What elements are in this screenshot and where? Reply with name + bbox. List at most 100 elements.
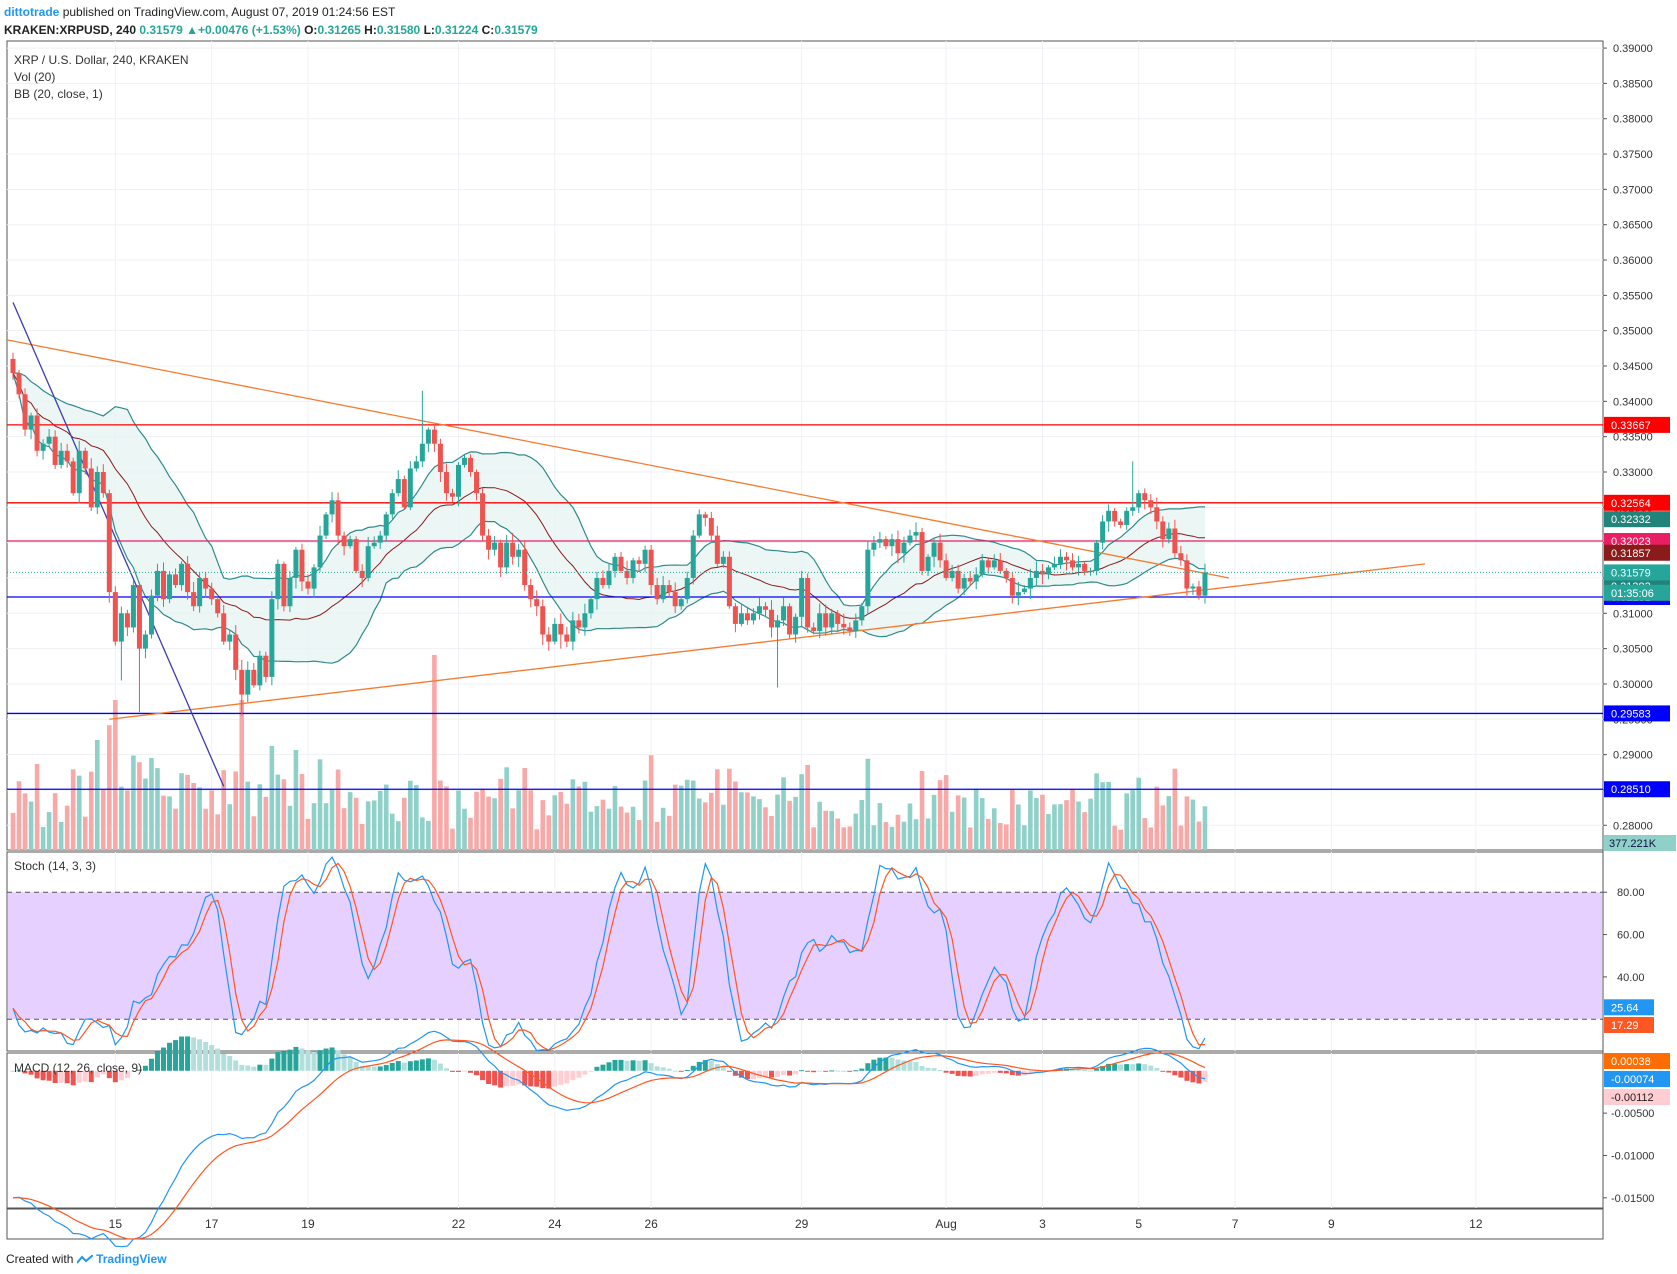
candle-body[interactable] [492, 542, 498, 550]
candle-body[interactable] [329, 500, 335, 515]
candle-body[interactable] [937, 542, 943, 561]
candle-body[interactable] [510, 542, 516, 557]
candle-body[interactable] [197, 577, 203, 607]
candle-body[interactable] [58, 450, 64, 465]
candle-body[interactable] [173, 574, 179, 586]
candle-body[interactable] [775, 620, 781, 628]
candle-body[interactable] [871, 542, 877, 550]
time-axis[interactable] [6, 1208, 1604, 1240]
candle-body[interactable] [1027, 577, 1033, 589]
candle-body[interactable] [455, 464, 461, 497]
candle-body[interactable] [1045, 567, 1051, 575]
candle-body[interactable] [1124, 510, 1130, 525]
candle-body[interactable] [534, 599, 540, 607]
candle-body[interactable] [239, 669, 245, 695]
macd-pane[interactable] [6, 1052, 1604, 1209]
candle-body[interactable] [955, 570, 961, 589]
candle-body[interactable] [576, 620, 582, 628]
candle-body[interactable] [684, 577, 690, 600]
candle-body[interactable] [1009, 577, 1015, 596]
candle-body[interactable] [425, 429, 431, 444]
candle-body[interactable] [40, 443, 46, 451]
candle-body[interactable] [293, 549, 299, 578]
candle-body[interactable] [883, 539, 889, 547]
candle-body[interactable] [973, 574, 979, 582]
candle-body[interactable] [787, 606, 793, 635]
candle-body[interactable] [588, 599, 594, 614]
candle-body[interactable] [823, 613, 829, 628]
candle-body[interactable] [805, 577, 811, 628]
symbol-name[interactable]: KRAKEN:XRPUSD, 240 [4, 23, 137, 37]
stoch-legend[interactable]: Stoch (14, 3, 3) [14, 859, 96, 873]
candle-body[interactable] [185, 563, 191, 593]
candle-body[interactable] [347, 539, 353, 547]
candle-body[interactable] [100, 471, 106, 494]
candle-body[interactable] [88, 468, 94, 508]
steep-downtrend-line[interactable] [12, 302, 225, 787]
candle-body[interactable] [263, 655, 269, 677]
candle-body[interactable] [245, 669, 251, 695]
candle-body[interactable] [732, 606, 738, 624]
candle-body[interactable] [167, 574, 173, 600]
candle-body[interactable] [1190, 586, 1196, 589]
candle-body[interactable] [76, 450, 82, 494]
candle-body[interactable] [281, 563, 287, 607]
candle-body[interactable] [612, 556, 618, 571]
candle-body[interactable] [395, 479, 401, 494]
candle-body[interactable] [1112, 510, 1118, 522]
candle-body[interactable] [522, 549, 528, 586]
publisher-name[interactable]: dittotrade [4, 5, 60, 19]
candle-body[interactable] [690, 535, 696, 578]
candle-body[interactable] [1064, 556, 1069, 561]
candle-body[interactable] [1172, 528, 1178, 554]
candle-body[interactable] [257, 655, 263, 686]
candle-body[interactable] [949, 570, 955, 578]
candle-body[interactable] [136, 585, 142, 649]
candle-body[interactable] [781, 606, 787, 621]
candle-body[interactable] [130, 585, 136, 628]
tradingview-brand[interactable]: TradingView [96, 1252, 167, 1266]
candle-body[interactable] [365, 546, 371, 578]
candle-body[interactable] [449, 493, 455, 497]
candle-body[interactable] [756, 606, 762, 614]
candle-body[interactable] [431, 429, 437, 444]
candle-body[interactable] [16, 373, 22, 395]
candle-body[interactable] [1100, 521, 1106, 543]
candle-body[interactable] [407, 468, 413, 508]
candle-body[interactable] [624, 570, 630, 578]
candle-body[interactable] [1166, 528, 1172, 540]
candle-body[interactable] [997, 560, 1003, 571]
candle-body[interactable] [1015, 592, 1021, 596]
candle-body[interactable] [112, 592, 118, 642]
candle-body[interactable] [738, 613, 744, 624]
candle-body[interactable] [865, 549, 871, 607]
candle-body[interactable] [486, 535, 492, 550]
candle-body[interactable] [1088, 570, 1094, 572]
candle-body[interactable] [793, 616, 799, 635]
candle-body[interactable] [161, 570, 166, 600]
candle-body[interactable] [287, 577, 293, 607]
candle-body[interactable] [1057, 556, 1063, 564]
candle-body[interactable] [913, 532, 919, 536]
candle-body[interactable] [877, 539, 883, 543]
candle-body[interactable] [251, 669, 257, 686]
candle-body[interactable] [714, 535, 720, 564]
candle-body[interactable] [413, 461, 419, 469]
candle-body[interactable] [895, 539, 901, 554]
candle-body[interactable] [299, 549, 305, 582]
candle-body[interactable] [323, 514, 329, 536]
candle-body[interactable] [1136, 493, 1142, 508]
candle-body[interactable] [311, 567, 317, 589]
candle-body[interactable] [1106, 510, 1112, 522]
candle-body[interactable] [528, 585, 534, 600]
candle-body[interactable] [94, 471, 100, 508]
candle-body[interactable] [570, 620, 576, 642]
candle-body[interactable] [931, 542, 937, 557]
candle-body[interactable] [1070, 560, 1076, 568]
candle-body[interactable] [726, 556, 732, 607]
candle-body[interactable] [1160, 521, 1166, 540]
candle-body[interactable] [979, 560, 985, 575]
candle-body[interactable] [1021, 588, 1027, 593]
candle-body[interactable] [215, 599, 221, 614]
candle-body[interactable] [82, 450, 88, 469]
